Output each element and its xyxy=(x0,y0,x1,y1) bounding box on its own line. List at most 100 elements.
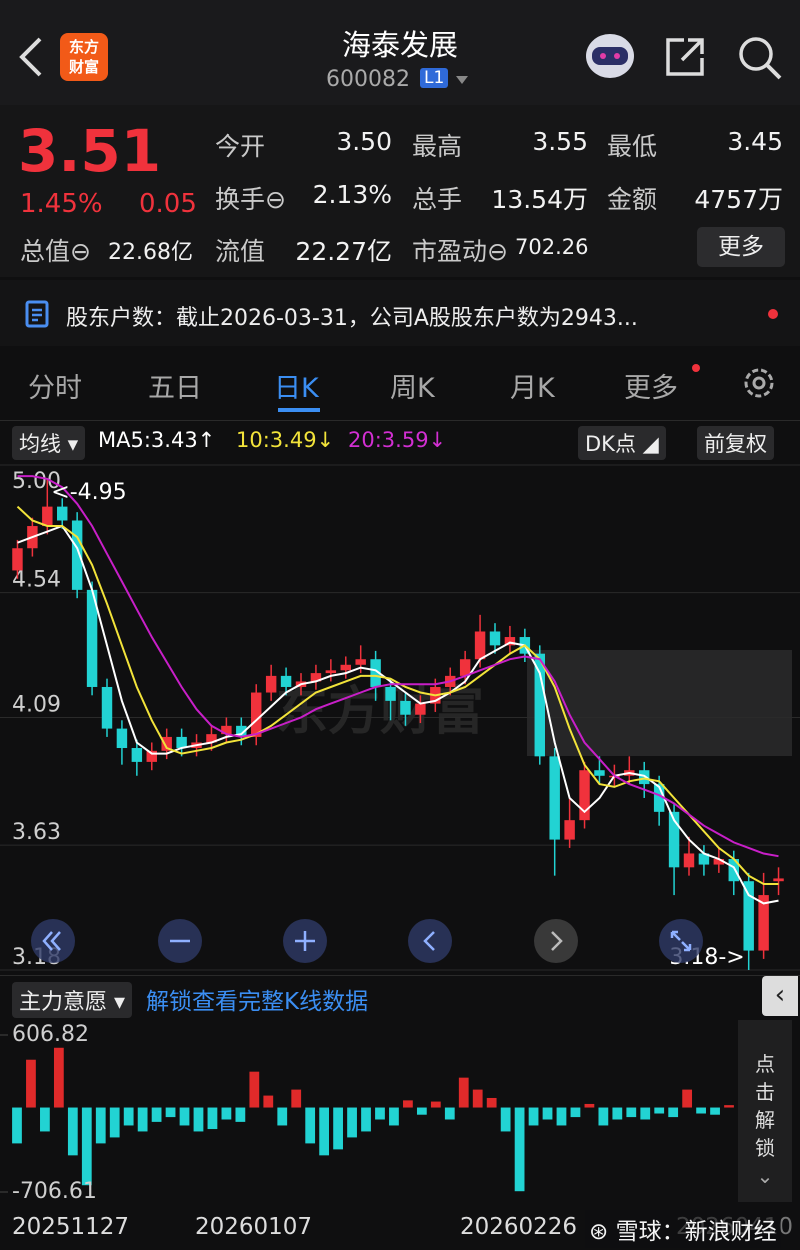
unlock-link[interactable]: 解锁查看完整K线数据 xyxy=(146,989,369,1015)
flow-bar xyxy=(53,1047,64,1108)
tab[interactable]: 分时 xyxy=(28,373,82,404)
scroll-right[interactable] xyxy=(533,918,579,964)
flow-bar xyxy=(612,1107,623,1120)
flow-bar xyxy=(640,1107,651,1120)
candle-body xyxy=(728,859,739,882)
candle-body xyxy=(564,820,575,840)
notice-icon xyxy=(25,300,49,328)
candle-body xyxy=(57,506,68,521)
stat-label: 市盈动⊖ xyxy=(412,237,508,266)
flow-bar xyxy=(263,1095,274,1108)
flow-bar xyxy=(333,1107,343,1150)
tab-active[interactable]: 日K xyxy=(274,373,319,404)
scroll-left-fast[interactable] xyxy=(30,918,76,964)
quote-panel: 3.51 1.45% 0.05 今开 3.50 最高 3.55 最低 3.45 … xyxy=(0,105,800,277)
stat-value: 2.13% xyxy=(312,180,392,209)
collapse-button[interactable]: ‹ xyxy=(762,976,798,1016)
level-badge: L1 xyxy=(420,68,449,88)
notice-text: 股东户数：截止2026-03-31，公司A股股东户数为2943... xyxy=(66,306,638,331)
candle-body xyxy=(161,736,172,751)
tab-dot xyxy=(692,364,700,372)
flow-bar xyxy=(151,1107,162,1122)
candle-body xyxy=(340,664,351,671)
candle-body xyxy=(504,637,516,646)
logo[interactable]: 东方 财富 xyxy=(60,33,108,81)
flow-bar xyxy=(347,1107,357,1138)
zoom-in[interactable] xyxy=(282,918,328,964)
max-price-label: <-4.95 xyxy=(51,480,126,505)
stat-value: 3.45 xyxy=(727,127,783,156)
candle-body xyxy=(86,589,98,687)
tab[interactable]: 月K xyxy=(510,373,555,404)
date-label: 20260226 xyxy=(460,1214,578,1240)
back-button[interactable] xyxy=(14,35,44,79)
indicator-text: 主力意愿 xyxy=(19,990,108,1015)
tab[interactable]: 五日 xyxy=(148,373,202,404)
logo-text: 财富 xyxy=(68,58,99,76)
flow-bar xyxy=(249,1071,260,1108)
notice-dot xyxy=(768,309,778,319)
ma-line xyxy=(17,475,779,858)
flow-bar xyxy=(444,1107,455,1120)
tab[interactable]: 周K xyxy=(390,373,435,404)
stat-label: 今开 xyxy=(215,132,266,161)
dk-text: DK点 xyxy=(585,432,636,456)
flow-bar xyxy=(109,1107,120,1138)
flow-bar xyxy=(682,1089,693,1108)
candle-body xyxy=(698,853,710,865)
candle-body xyxy=(355,659,366,665)
ma5-legend: MA5:3.43↑ xyxy=(98,428,216,452)
tab[interactable]: 更多 xyxy=(624,373,678,404)
notice-bar[interactable]: 股东户数：截止2026-03-31，公司A股股东户数为2943... xyxy=(0,280,800,346)
robot-icon[interactable] xyxy=(582,30,638,82)
flow-bar xyxy=(626,1107,637,1118)
flow-bar xyxy=(40,1107,50,1132)
candle-body xyxy=(415,703,426,715)
y-tick-label: 3.63 xyxy=(12,820,61,845)
unlock-panel[interactable]: 点击解锁 ⌄ xyxy=(738,1020,792,1202)
candle-body xyxy=(265,675,277,693)
candle-body xyxy=(683,853,695,868)
candle-body xyxy=(131,748,143,762)
share-button[interactable] xyxy=(664,36,706,78)
flow-bar xyxy=(542,1107,553,1120)
fullscreen[interactable] xyxy=(658,918,704,964)
flow-bar xyxy=(12,1107,22,1144)
candle-body xyxy=(400,700,411,715)
stat-label: 换手⊖ xyxy=(215,185,286,214)
unlock-panel-arrow: ⌄ xyxy=(756,1164,774,1188)
candle-body xyxy=(474,631,486,660)
stat-label: 总手 xyxy=(412,185,463,214)
candle-body xyxy=(594,770,605,776)
flow-bar xyxy=(668,1107,679,1118)
flow-bar xyxy=(67,1107,78,1156)
candle-body xyxy=(206,734,217,743)
scroll-left[interactable] xyxy=(407,918,453,964)
settings-button[interactable] xyxy=(740,364,778,402)
indicator-selector[interactable]: 主力意愿 ▾ xyxy=(12,982,133,1018)
dk-button[interactable]: DK点 ◢ xyxy=(578,426,666,460)
ma-selector[interactable]: 均线 ▾ xyxy=(12,426,86,460)
candle-body xyxy=(370,659,381,687)
search-button[interactable] xyxy=(736,34,784,82)
adjust-button[interactable]: 前复权 xyxy=(697,426,774,460)
flow-bar xyxy=(430,1101,441,1108)
stat-label: 最高 xyxy=(412,132,463,161)
flow-bar xyxy=(95,1107,106,1144)
flow-bar xyxy=(179,1107,190,1126)
flow-tick-label: -706.61 xyxy=(12,1179,97,1204)
candle-body xyxy=(12,548,23,571)
highlight-zone xyxy=(527,650,792,756)
stat-value: 702.26 xyxy=(515,235,589,259)
last-price: 3.51 xyxy=(18,117,162,185)
stat-value: 13.54万 xyxy=(491,185,588,214)
divider xyxy=(0,420,800,421)
zoom-out[interactable] xyxy=(157,918,203,964)
flow-bar xyxy=(319,1107,330,1156)
more-button[interactable]: 更多 xyxy=(697,227,785,267)
y-tick-label: 4.54 xyxy=(12,568,61,593)
candle-body xyxy=(653,784,665,812)
